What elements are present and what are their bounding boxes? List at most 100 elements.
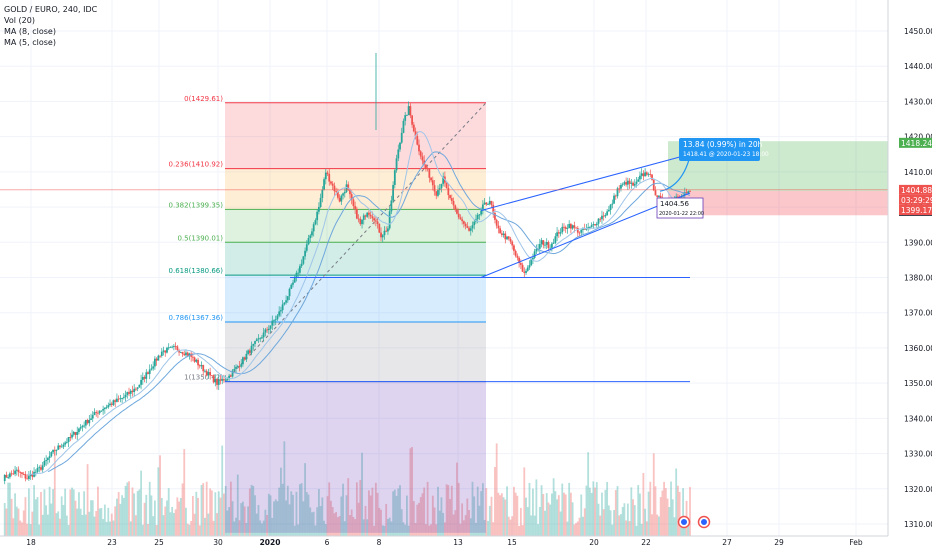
candle-body: [362, 215, 365, 220]
fib-level-label: 0.618(1380.66): [169, 267, 224, 275]
volume-bar: [416, 504, 419, 536]
horizontal-lines[interactable]: [0, 189, 888, 383]
candle-body: [74, 432, 77, 435]
candle-body: [481, 204, 484, 211]
volume-indicator-label[interactable]: Vol (20): [4, 16, 35, 25]
volume-bar: [193, 513, 196, 536]
candle-body: [19, 472, 22, 473]
volume-bar: [585, 485, 588, 536]
volume-bar: [435, 524, 438, 536]
candle-body: [333, 185, 336, 192]
fibonacci-retracement[interactable]: 0(1429.61) 0.236(1410.92) 0.382(1399.35) 0.…: [169, 95, 487, 533]
candle-body: [607, 209, 610, 212]
volume-bar: [283, 441, 286, 536]
volume-bar: [133, 493, 136, 536]
candle-body: [521, 264, 524, 272]
volume-bar: [186, 523, 189, 536]
long-position-tool[interactable]: [668, 141, 888, 216]
volume-bar: [507, 516, 510, 536]
candle-body: [366, 212, 369, 217]
symbol-title[interactable]: GOLD / EURO, 240, IDC: [4, 5, 98, 14]
moving-averages: [27, 131, 691, 475]
volume-bar: [152, 516, 155, 536]
candle-body: [544, 244, 546, 246]
volume-bar: [430, 524, 432, 536]
candle-body: [509, 238, 512, 242]
candle-body: [626, 180, 629, 185]
candle-body: [592, 224, 595, 226]
target-price-tag: 1418.24: [901, 139, 932, 148]
volume-bar: [247, 506, 250, 536]
candle-body: [545, 242, 548, 245]
candle-body: [511, 241, 514, 246]
candle-body: [433, 185, 436, 192]
candle-body: [36, 467, 39, 472]
ma5-indicator-label[interactable]: MA (5, close): [4, 38, 56, 47]
candle-body: [7, 477, 10, 479]
volume-bar: [22, 510, 25, 536]
candle-body: [459, 217, 462, 220]
volume-bar: [342, 483, 344, 536]
candle-body: [312, 224, 315, 232]
volume-bar: [659, 497, 662, 536]
candle-body: [223, 379, 225, 381]
candle-body: [129, 390, 132, 394]
volume-bar: [445, 484, 448, 536]
volume-bar: [145, 494, 148, 536]
volume-bar: [293, 525, 296, 536]
candle-body: [633, 183, 636, 186]
volume-bar: [542, 494, 545, 536]
candle-body: [473, 221, 476, 226]
candle-body: [131, 390, 134, 393]
price-axis[interactable]: 1310.00 1320.00 1330.00 1340.00 1350.00 1360.…: [887, 0, 932, 550]
candle-body: [300, 263, 303, 267]
time-tick-label: 18: [26, 538, 36, 547]
candle-body: [257, 338, 260, 340]
candle-body: [188, 353, 191, 356]
volume-bar: [273, 501, 275, 536]
candle-body: [255, 339, 258, 342]
volume-bar: [675, 468, 678, 536]
volume-bar: [637, 485, 640, 536]
candle-body: [588, 227, 591, 228]
volume-bar: [590, 492, 593, 536]
candle-body: [442, 176, 445, 184]
volume-bar: [350, 509, 353, 536]
volume-bar: [190, 520, 193, 536]
candle-body: [483, 202, 486, 205]
candle-body: [412, 124, 415, 132]
volume-bar: [14, 493, 16, 536]
candle-body: [376, 221, 379, 224]
candle-body: [248, 350, 251, 353]
time-axis[interactable]: 18 23 25 30 2020 6 8 13 15 20 22 27 29 Feb: [0, 535, 888, 550]
entry-time-label: 2020-01-22 22:00: [659, 211, 704, 217]
volume-bar: [397, 488, 400, 536]
volume-bar: [148, 481, 151, 536]
volume-bar: [300, 483, 303, 536]
volume-bar: [172, 512, 175, 536]
candle-body: [568, 223, 571, 229]
volume-bar: [195, 491, 198, 536]
volume-bar: [24, 497, 27, 536]
candle-body: [519, 263, 522, 265]
volume-bar: [547, 502, 550, 536]
volume-bar: [45, 505, 48, 536]
candle-body: [466, 226, 469, 228]
candle-body: [488, 200, 491, 205]
volume-bar: [588, 487, 591, 536]
volume-bar: [231, 501, 234, 536]
candle-body: [45, 459, 48, 461]
volume-bar: [157, 467, 160, 536]
fib-level-label: 0(1429.61): [184, 95, 223, 103]
volume-bar: [9, 482, 11, 536]
volume-bar: [198, 525, 201, 536]
volume-bar: [611, 524, 614, 536]
candle-body: [62, 444, 65, 447]
volume-bar: [10, 498, 13, 536]
volume-bar: [368, 490, 370, 536]
volume-bar: [93, 516, 96, 536]
candle-body: [400, 132, 403, 143]
volume-bar: [621, 507, 624, 536]
ma8-indicator-label[interactable]: MA (8, close): [4, 27, 56, 36]
